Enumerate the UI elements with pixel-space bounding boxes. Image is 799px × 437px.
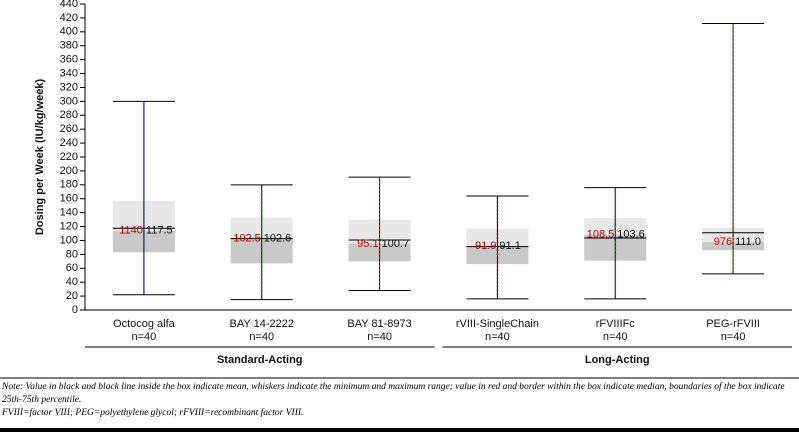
y-tick-label: 380 (60, 40, 78, 52)
n-label: n=40 (485, 331, 510, 343)
x-tick-label: BAY 14-2222 (230, 318, 294, 330)
y-tick-label: 140 (60, 207, 78, 219)
y-tick-label: 120 (60, 220, 78, 232)
n-label: n=40 (132, 331, 157, 343)
y-tick-label: 200 (60, 165, 78, 177)
bottom-rule (0, 428, 799, 432)
median-label: 95.1 (357, 238, 378, 250)
median-label: 1140 (119, 225, 143, 237)
y-tick-label: 180 (60, 179, 78, 191)
median-label: 976 (714, 236, 732, 248)
group-label: Standard-Acting (217, 354, 303, 366)
y-tick-label: 40 (66, 276, 78, 288)
y-tick-label: 280 (60, 109, 78, 121)
y-tick-label: 0 (72, 304, 78, 316)
mean-label: 111.0 (735, 236, 761, 248)
median-label: 91.9 (475, 240, 496, 252)
mean-label: 100.7 (382, 238, 410, 250)
x-tick-label: rFVIIIFc (596, 318, 636, 330)
y-tick-label: 240 (60, 137, 78, 149)
note-block: Note: Value in black and black line insi… (2, 381, 797, 420)
y-tick-label: 160 (60, 193, 78, 205)
y-tick-label: 440 (60, 0, 78, 10)
y-axis-label: Dosing per Week (IU/kg/week) (34, 79, 46, 236)
group-label: Long-Acting (585, 354, 650, 366)
y-tick-label: 300 (60, 95, 78, 107)
note: Note: Value in black and black line insi… (2, 382, 785, 405)
abbreviations: FVIII=factor VIII; PEG=polyethylene glyc… (2, 408, 304, 418)
y-tick-label: 260 (60, 123, 78, 135)
x-tick-label: PEG-rFVIII (706, 318, 760, 330)
y-tick-label: 420 (60, 12, 78, 24)
median-label: 102.5 (233, 233, 261, 245)
note-box: Note: Value in black and black line insi… (2, 381, 797, 420)
mean-label: 117.5 (146, 225, 173, 237)
n-label: n=40 (603, 331, 628, 343)
y-tick-label: 320 (60, 81, 78, 93)
y-tick-label: 60 (66, 262, 78, 274)
median-label: 108.5 (587, 228, 615, 240)
mean-label: 102.6 (264, 233, 292, 245)
y-tick-label: 340 (60, 67, 78, 79)
y-tick-label: 220 (60, 151, 78, 163)
y-tick-label: 20 (66, 290, 78, 302)
mean-label: 91.1 (499, 240, 520, 252)
n-label: n=40 (249, 331, 274, 343)
n-label: n=40 (367, 331, 392, 343)
n-label: n=40 (721, 331, 746, 343)
x-tick-label: rVIII-SingleChain (456, 318, 539, 330)
mean-label: 103.6 (617, 228, 645, 240)
y-tick-label: 80 (66, 248, 78, 260)
x-tick-label: Octocog alfa (113, 318, 176, 330)
y-tick-label: 400 (60, 26, 78, 38)
x-tick-label: BAY 81-8973 (347, 318, 411, 330)
y-tick-label: 360 (60, 54, 78, 66)
y-tick-label: 100 (60, 234, 78, 246)
